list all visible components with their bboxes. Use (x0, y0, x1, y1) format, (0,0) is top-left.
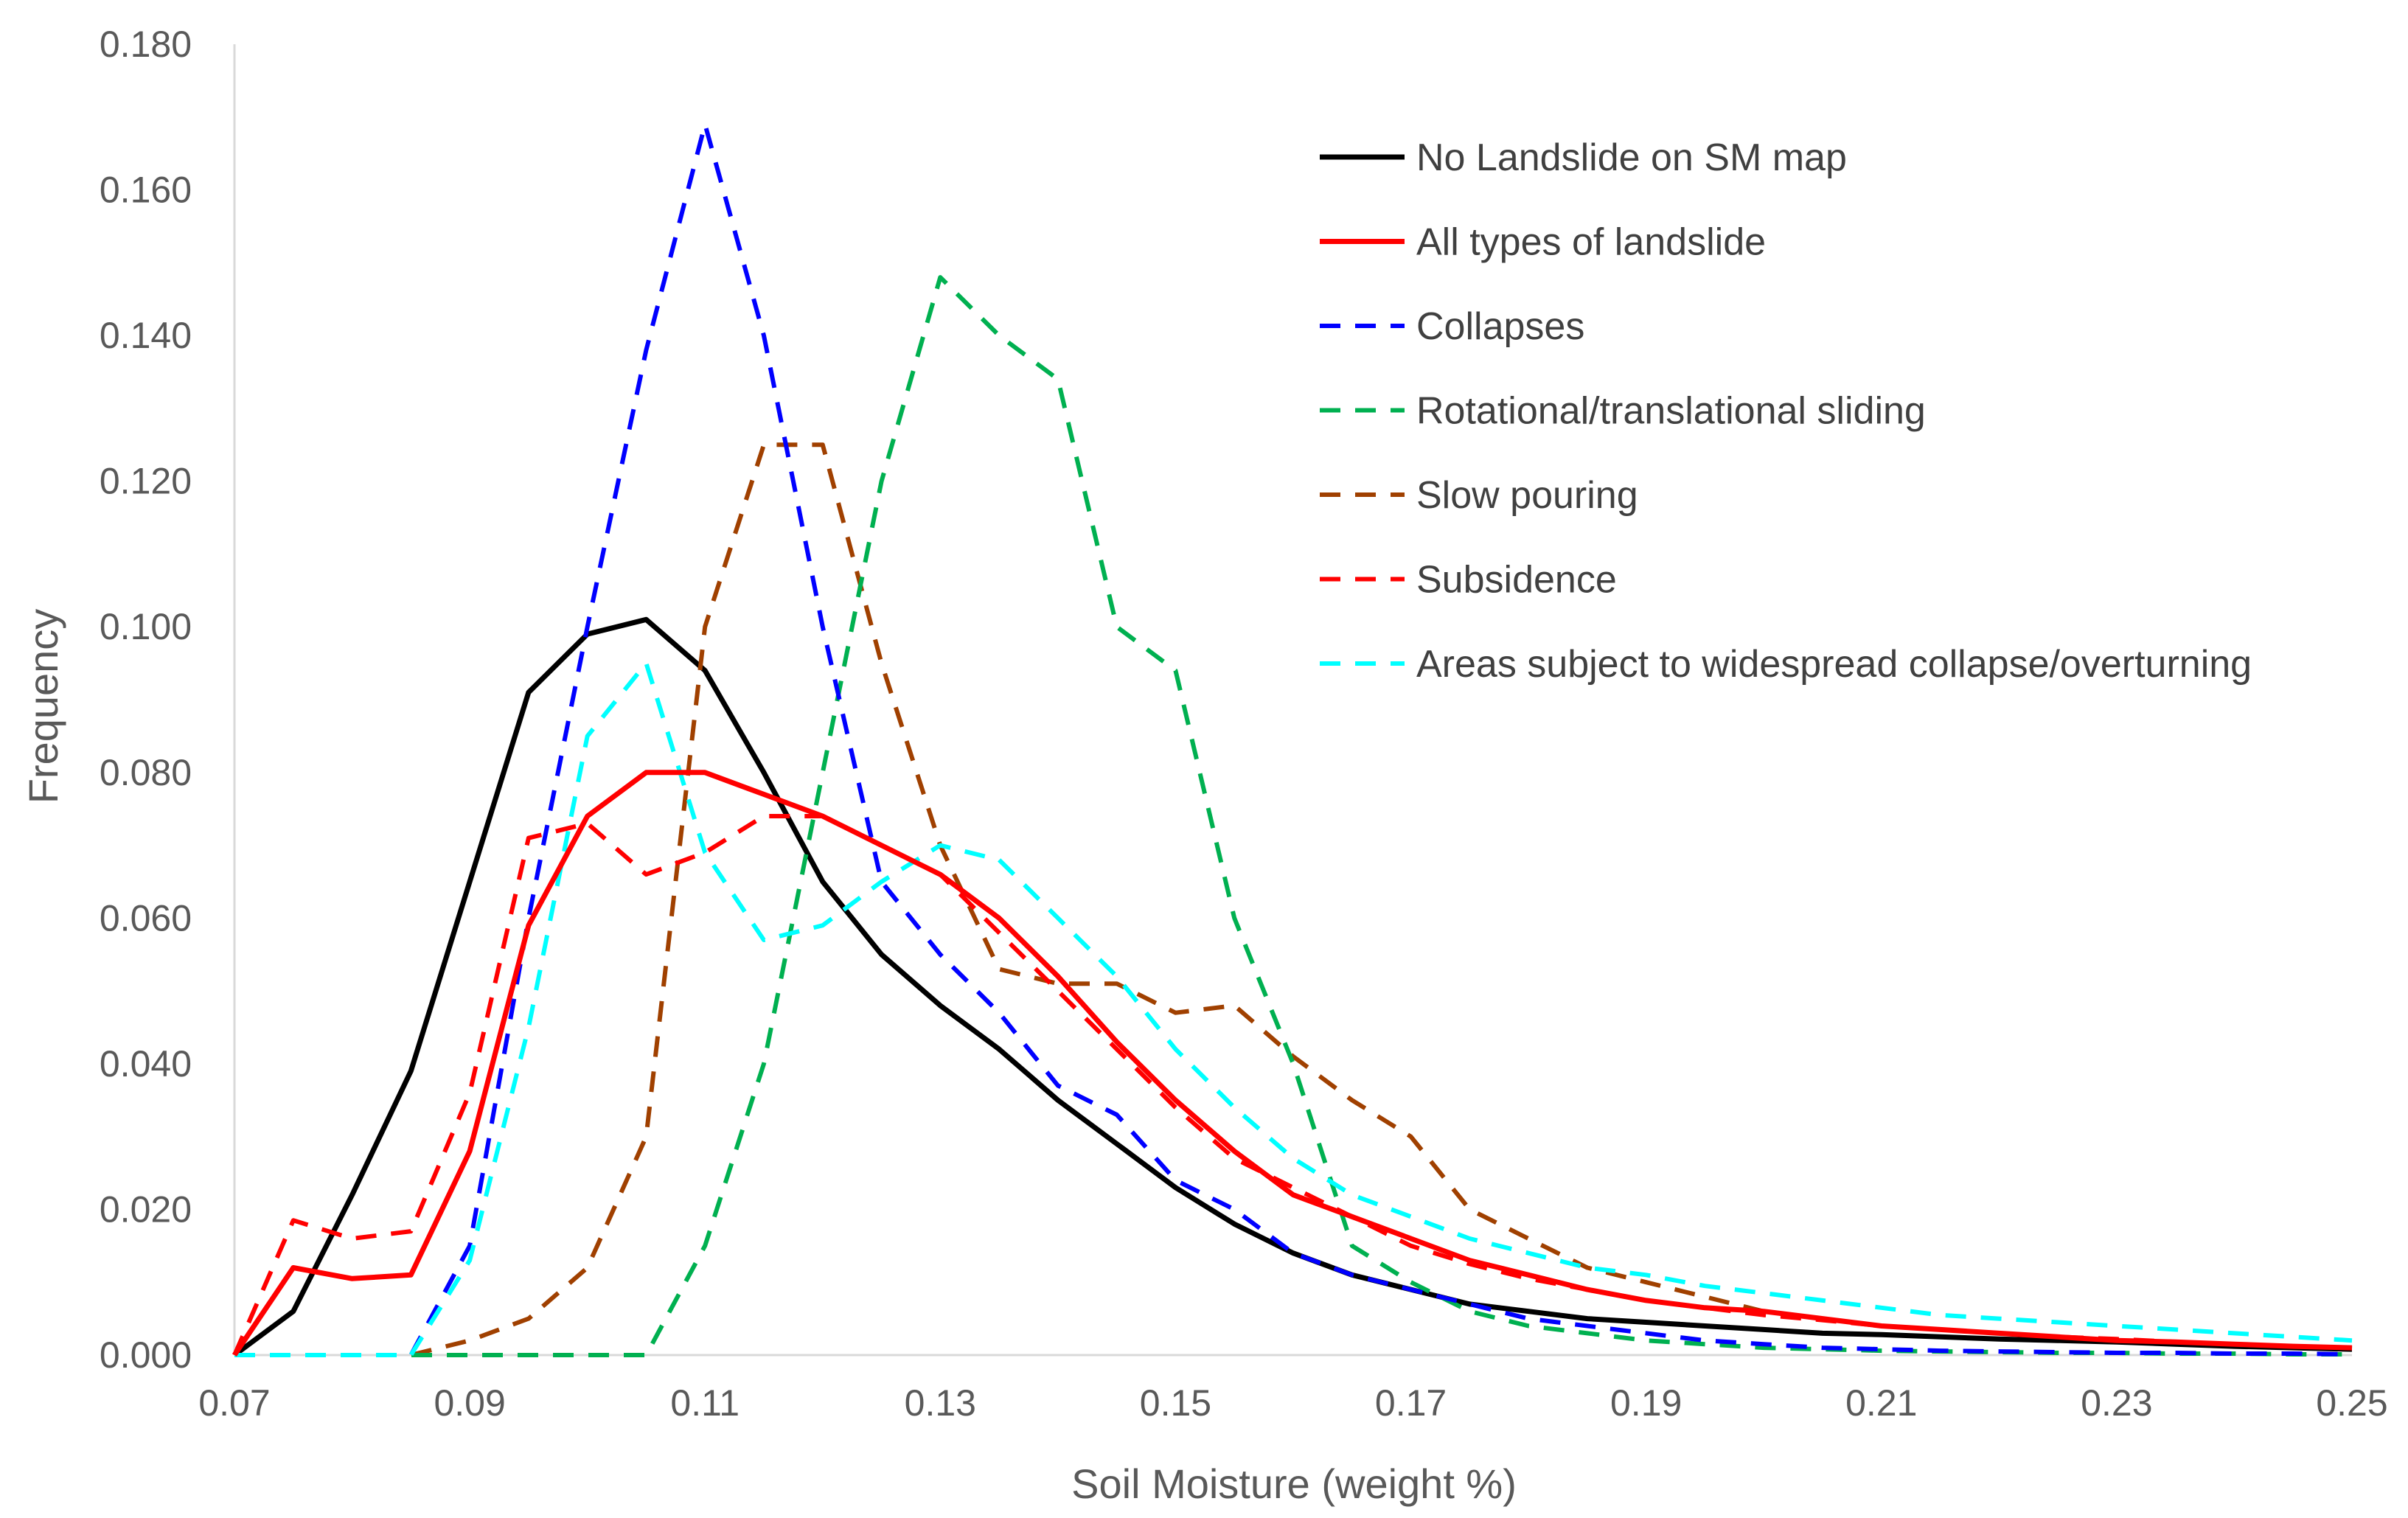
y-tick-label: 0.080 (100, 752, 192, 793)
series-line-1 (232, 770, 2353, 1357)
legend-label: All types of landslide (1416, 221, 1766, 264)
y-tick-label: 0.140 (100, 315, 192, 356)
series-line-6 (234, 661, 2353, 1357)
x-tick-label: 0.15 (1140, 1382, 1211, 1424)
legend-label: Collapses (1416, 305, 1584, 348)
x-axis-title: Soil Moisture (weight %) (1071, 1460, 1517, 1507)
series-line-4 (234, 442, 2353, 1357)
x-tick-label: 0.11 (670, 1382, 740, 1424)
y-tick-label: 0.060 (100, 897, 192, 939)
y-tick-label: 0.020 (100, 1188, 192, 1230)
series-line-0 (232, 616, 2353, 1357)
x-tick-label: 0.23 (2081, 1382, 2152, 1424)
x-tick-label: 0.25 (2316, 1382, 2387, 1424)
x-tick-label: 0.07 (198, 1382, 270, 1424)
x-tick-label: 0.21 (1845, 1382, 1917, 1424)
axes: 0.000 0.020 0.040 0.060 0.080 0.100 0.120 0.140… (100, 24, 2388, 1424)
y-tick-label: 0.040 (100, 1043, 192, 1084)
series-lines (232, 122, 2353, 1357)
legend-label: Subsidence (1416, 559, 1617, 602)
series-line-5 (232, 814, 2353, 1357)
x-tick-label: 0.13 (905, 1382, 976, 1424)
y-tick-label: 0.120 (100, 461, 192, 502)
x-tick-label: 0.09 (434, 1382, 505, 1424)
legend: No Landslide on SM map All types of lands… (1320, 136, 2252, 686)
y-tick-label: 0.180 (100, 24, 192, 65)
legend-label: Rotational/translational sliding (1416, 390, 1926, 433)
legend-label: Areas subject to widespread collapse/ove… (1416, 643, 2252, 686)
y-tick-label: 0.100 (100, 606, 192, 647)
y-axis-title: Frequency (20, 609, 66, 804)
x-tick-label: 0.17 (1375, 1382, 1447, 1424)
y-tick-label: 0.160 (100, 170, 192, 211)
legend-label: No Landslide on SM map (1416, 136, 1847, 179)
legend-label: Slow pouring (1416, 474, 1638, 517)
y-tick-label: 0.000 (100, 1334, 192, 1376)
series-line-2 (234, 122, 2353, 1357)
x-tick-label: 0.19 (1610, 1382, 1682, 1424)
